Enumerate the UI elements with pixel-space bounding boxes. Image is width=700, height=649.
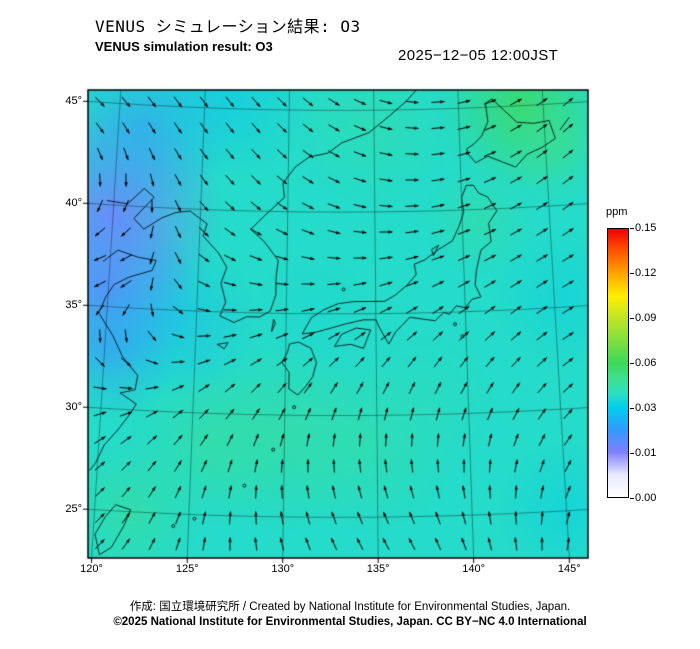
colorbar-tick-label: 0.15	[635, 222, 657, 234]
colorbar-tick-label: 0.03	[635, 402, 657, 414]
lat-tick-label: 45°	[65, 95, 82, 108]
colorbar-tick-label: 0.09	[635, 312, 657, 324]
lat-tick-label: 40°	[65, 197, 82, 210]
colorbar-unit-label: ppm	[606, 206, 628, 218]
lon-tick-label: 145°	[557, 563, 581, 575]
map-plot-canvas	[80, 84, 596, 570]
colorbar-tick-mark	[630, 452, 634, 454]
valid-time-label: 2025−12−05 12:00JST	[398, 47, 559, 64]
colorbar-tick-mark	[630, 272, 634, 274]
credit-text: 作成: 国立環境研究所 / Created by National Instit…	[129, 601, 571, 613]
lon-tick-label: 135°	[366, 563, 390, 575]
colorbar-tick-mark	[630, 317, 634, 319]
colorbar-tick-label: 0.01	[635, 447, 657, 459]
colorbar-tick-mark	[630, 362, 634, 364]
lat-tick-label: 35°	[65, 299, 82, 312]
lon-tick-label: 130°	[271, 563, 295, 575]
lon-tick-label: 140°	[462, 563, 486, 575]
colorbar-tick-mark	[630, 227, 634, 229]
colorbar-gradient	[607, 228, 629, 498]
colorbar-tick-label: 0.06	[635, 357, 657, 369]
colorbar-tick-label: 0.12	[635, 267, 657, 279]
lat-tick-label: 25°	[65, 503, 82, 516]
lon-tick-label: 125°	[175, 563, 199, 575]
page-title-japanese: VENUS シミュレーション結果: O3	[95, 17, 361, 36]
lon-tick-label: 120°	[80, 563, 103, 575]
page-title-english: VENUS simulation result: O3	[95, 39, 273, 54]
license-text: ©2025 National Institute for Environment…	[113, 616, 587, 628]
colorbar-tick-mark	[630, 497, 634, 499]
lat-tick-label: 30°	[65, 401, 82, 414]
colorbar-tick-mark	[630, 407, 634, 409]
colorbar-tick-label: 0.00	[635, 492, 657, 504]
